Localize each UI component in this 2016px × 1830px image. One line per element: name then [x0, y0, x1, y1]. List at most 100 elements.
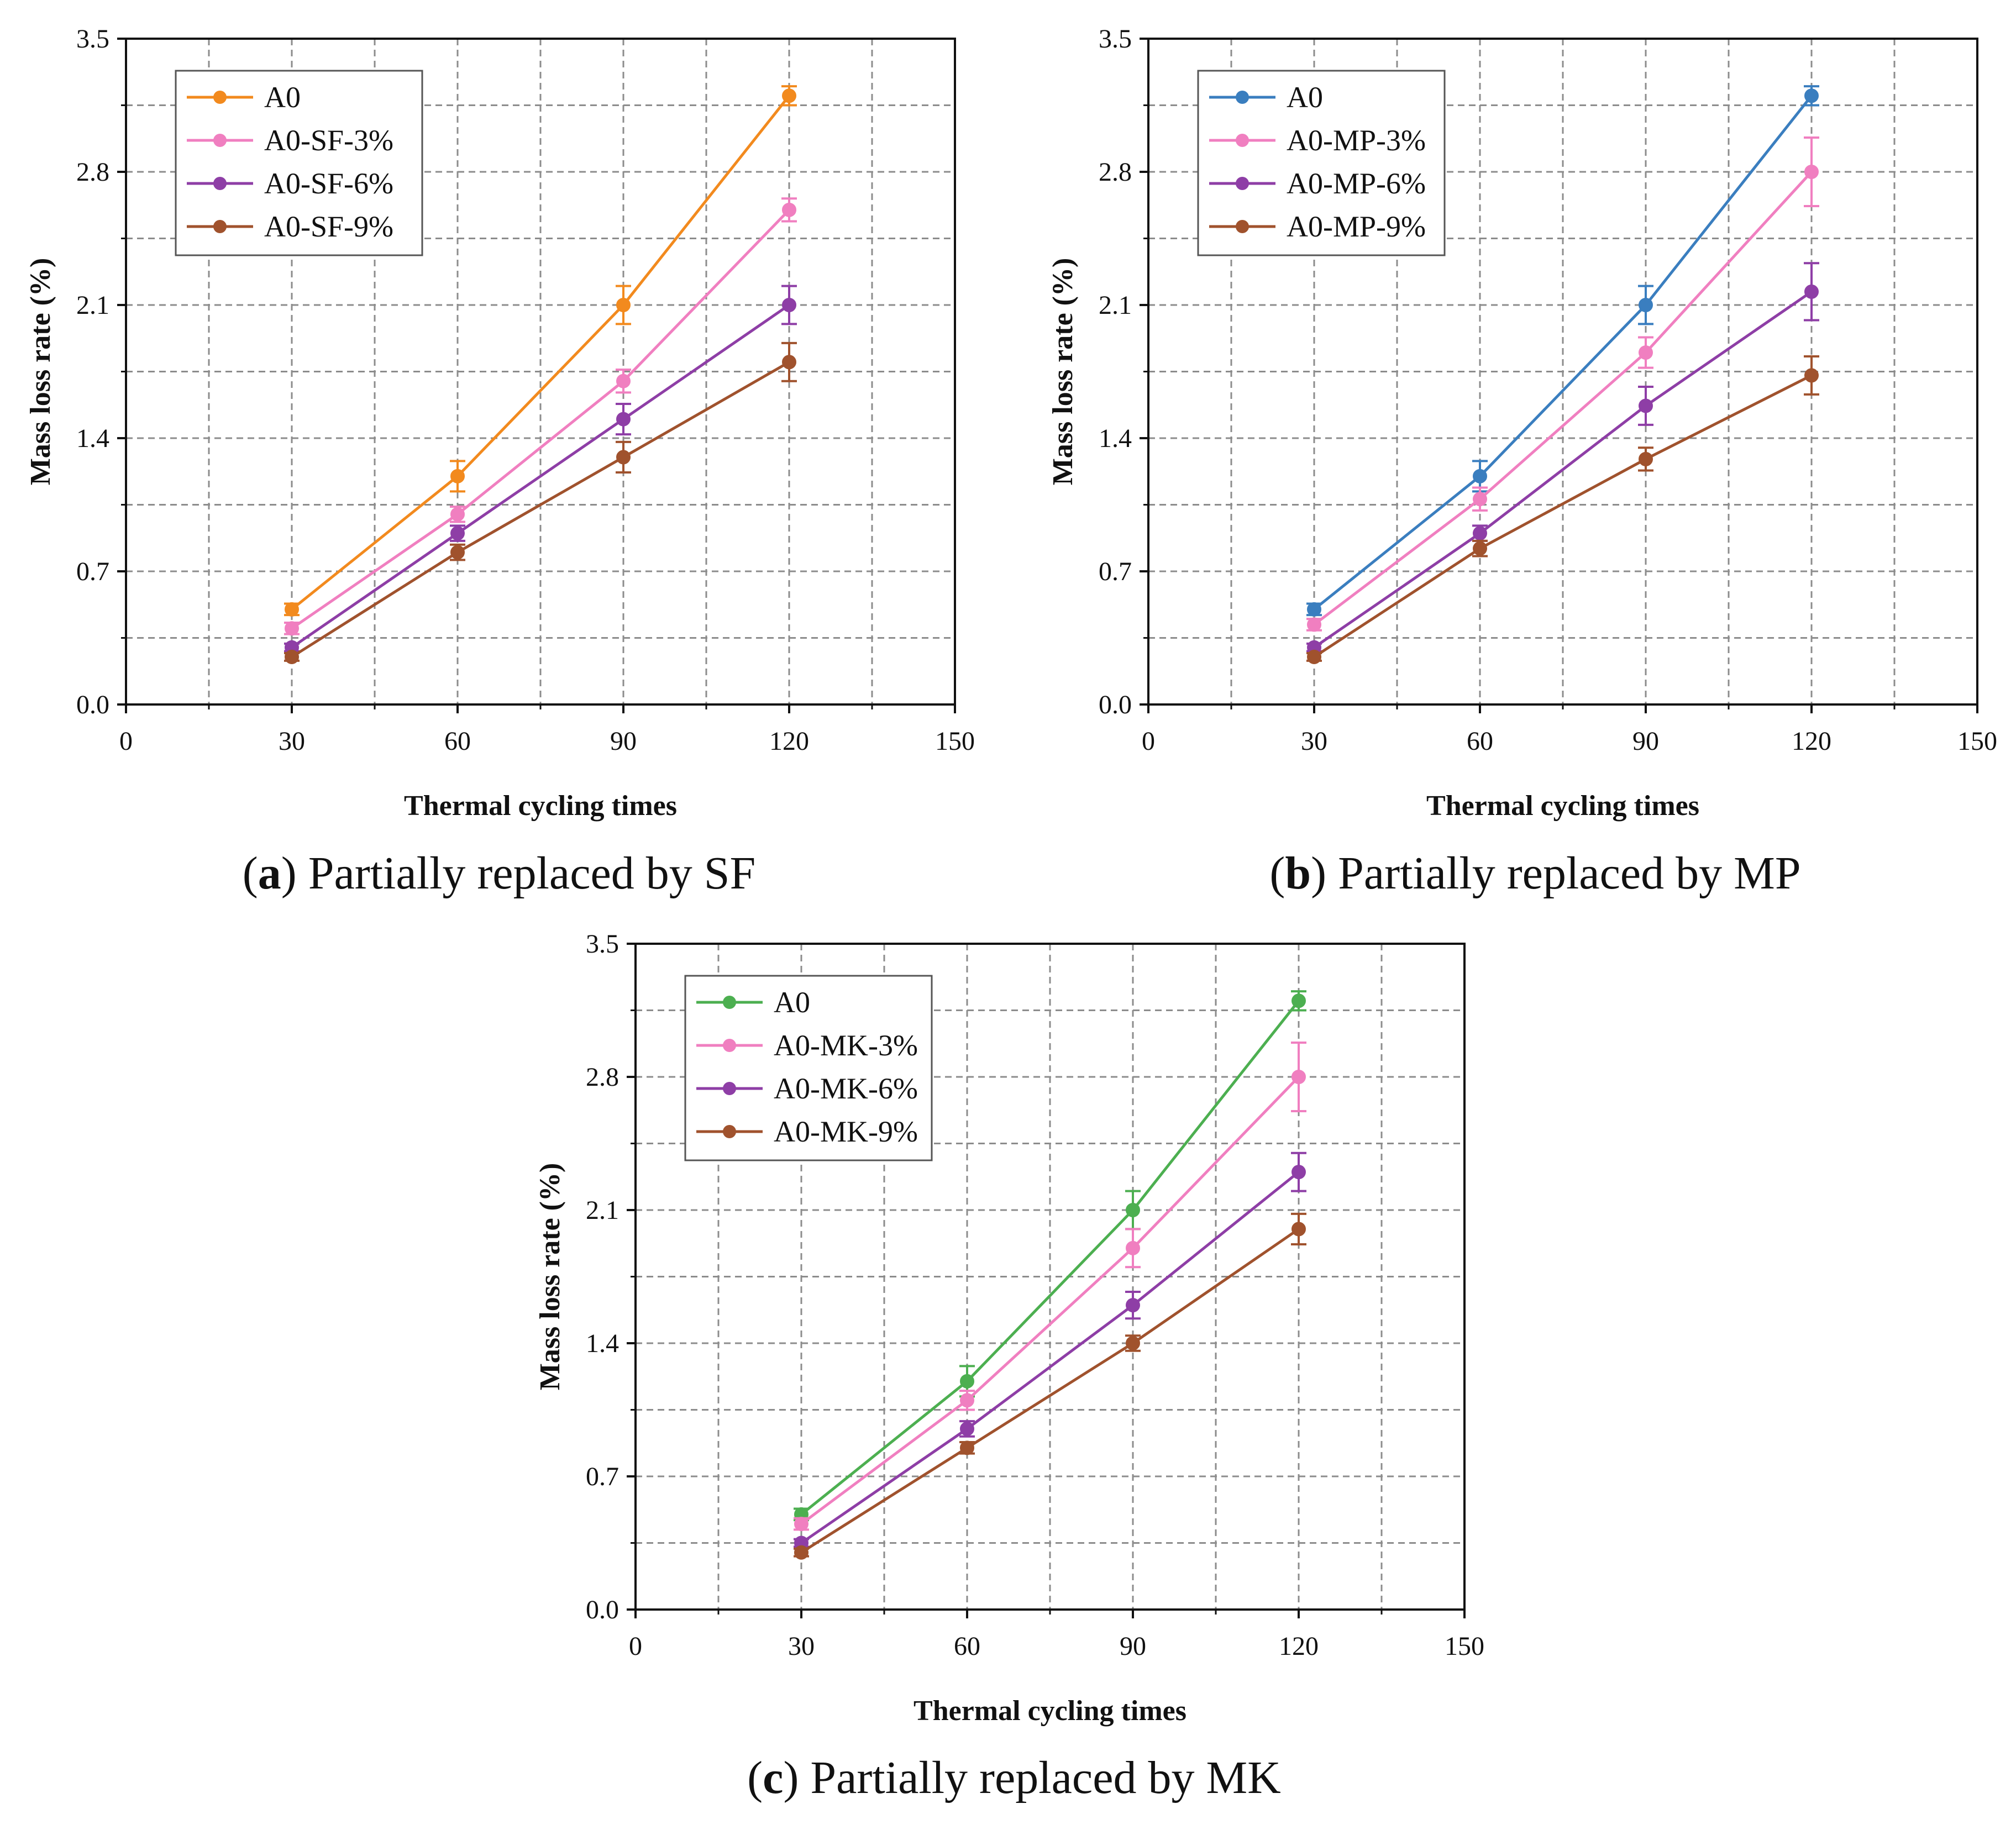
chart-b-data-point [1804, 284, 1819, 299]
chart-b-legend-marker [1236, 134, 1249, 147]
chart-c-legend-label: A0-MK-3% [774, 1029, 918, 1062]
chart-a-data-point [782, 202, 796, 217]
chart-b-y-tick-label: 2.1 [1099, 291, 1132, 320]
chart-a-data-point [450, 507, 465, 522]
chart-c-series-line [800, 1076, 1300, 1526]
chart-a-data-point [616, 412, 631, 427]
chart-b-x-tick-label: 30 [1301, 727, 1327, 756]
chart-b-series-1 [1306, 136, 1819, 632]
chart-c-data-point [960, 1440, 974, 1455]
chart-a-data-point [450, 469, 465, 483]
chart-b-y-tick-label: 0.7 [1099, 557, 1132, 586]
chart-c-legend-label: A0-MK-9% [774, 1115, 918, 1148]
chart-b-data-point [1804, 88, 1819, 103]
chart-b-data-point [1473, 526, 1487, 541]
chart-b-legend-marker [1236, 220, 1249, 233]
caption-c-text: ) Partially replaced by MK [783, 1752, 1280, 1803]
chart-a-gridlines [126, 39, 955, 704]
chart-a-x-tick-label: 60 [444, 727, 471, 756]
chart-c-data-point [1126, 1298, 1140, 1313]
chart-b-x-tick-label: 90 [1632, 727, 1659, 756]
chart-a-data-point [285, 621, 299, 636]
chart-a-series-line [291, 94, 790, 611]
chart-b-data-point [1639, 451, 1653, 466]
chart-b-x-axis-title: Thermal cycling times [1426, 790, 1699, 822]
chart-b-data-point [1639, 398, 1653, 413]
chart-c-y-axis-title: Mass loss rate (%) [534, 1163, 566, 1391]
chart-a-x-axis-title: Thermal cycling times [404, 790, 677, 822]
chart-c-data-point [1292, 993, 1306, 1008]
chart-a-y-tick-label: 1.4 [76, 424, 109, 453]
chart-a-series-line [291, 361, 790, 659]
chart-b-data-point [1307, 617, 1321, 632]
chart-c-legend-marker [723, 1039, 736, 1052]
chart-c-data-point [960, 1393, 974, 1408]
chart-b-x-tick-label: 0 [1142, 727, 1155, 756]
chart-c-series-line [800, 1171, 1300, 1544]
chart-c-y-tick-label: 0.7 [586, 1462, 619, 1491]
chart-c-series-2 [794, 1151, 1306, 1550]
chart-a-x-tick-label: 30 [279, 727, 305, 756]
chart-b-legend-marker [1236, 177, 1249, 190]
chart-a-data-point [285, 649, 299, 664]
chart-c-y-tick-label: 1.4 [586, 1329, 619, 1358]
chart-a-data-point [450, 526, 465, 541]
chart-b-series-line [1313, 94, 1813, 611]
chart-c-data-point [1292, 1222, 1306, 1237]
chart-a-x-tick-label: 90 [610, 727, 637, 756]
chart-a-x-tick-label: 0 [119, 727, 133, 756]
chart-b-data-point [1473, 469, 1487, 483]
chart-b-x-tick-label: 150 [1957, 727, 1997, 756]
chart-c-series-line [800, 1000, 1300, 1516]
chart-c-y-tick-label: 2.1 [586, 1196, 619, 1225]
chart-c-legend-label: A0-MK-6% [774, 1072, 918, 1105]
chart-c-data-point [794, 1517, 809, 1532]
chart-a-series-1 [284, 197, 797, 636]
chart-panel-c: 0 30 60 90 120 150 0.0 0.7 1.4 2.1 2.8 3.5 Thermal c… [534, 929, 1484, 1727]
chart-a-y-axis-title: Mass loss rate (%) [25, 258, 56, 486]
chart-b-series-line [1313, 374, 1813, 659]
chart-c-data-point [960, 1421, 974, 1436]
chart-c-x-tick-label: 0 [629, 1632, 642, 1661]
chart-c-data-point [1126, 1336, 1140, 1350]
chart-panel-b: 0 30 60 90 120 150 0.0 0.7 1.4 2.1 2.8 3.5 Thermal c… [1047, 24, 1997, 822]
chart-c-x-tick-label: 60 [954, 1632, 980, 1661]
chart-a-legend-marker [213, 177, 227, 190]
chart-a-y-tick-label: 2.8 [76, 157, 109, 187]
chart-c-x-tick-label: 30 [788, 1632, 815, 1661]
chart-b-data-point [1804, 165, 1819, 179]
chart-a-legend-marker [213, 134, 227, 147]
chart-b-series-3 [1306, 355, 1819, 664]
chart-b-series-line [1313, 290, 1813, 649]
chart-a-legend-marker [213, 91, 227, 104]
chart-a-data-point [616, 298, 631, 312]
caption-c: (c) Partially replaced by MK [747, 1752, 1281, 1803]
chart-a-legend-label: A0-SF-9% [264, 210, 393, 243]
chart-a-series-0 [284, 85, 797, 617]
chart-a-legend-label: A0-SF-3% [264, 124, 393, 157]
chart-c-x-axis-title: Thermal cycling times [914, 1695, 1186, 1727]
chart-a-y-tick-label: 0.7 [76, 557, 109, 586]
caption-a: (a) Partially replaced by SF [243, 848, 755, 899]
caption-c-letter: c [763, 1752, 783, 1803]
chart-c-series-1 [794, 1042, 1306, 1532]
chart-b-data-point [1307, 649, 1321, 664]
chart-b-series-0 [1306, 85, 1819, 617]
caption-a-letter: a [258, 848, 281, 899]
chart-b-legend-label: A0-MP-9% [1287, 210, 1426, 243]
chart-b-y-tick-label: 2.8 [1099, 157, 1132, 187]
chart-b-gridlines [1148, 39, 1977, 704]
chart-b-legend-label: A0 [1287, 81, 1323, 114]
chart-a-legend-label: A0 [264, 81, 301, 114]
chart-c-data-point [794, 1545, 809, 1560]
chart-c-data-point [1292, 1070, 1306, 1084]
chart-b-y-axis-title: Mass loss rate (%) [1047, 258, 1079, 486]
chart-a-series-3 [284, 341, 797, 664]
chart-c-series-line [800, 1228, 1300, 1554]
chart-b-y-tick-label: 3.5 [1099, 24, 1132, 54]
chart-c-legend: A0 A0-MK-3% A0-MK-6% A0-MK-9% [684, 975, 933, 1161]
chart-c-legend-marker [723, 1125, 736, 1138]
chart-b-x-tick-label: 120 [1792, 727, 1831, 756]
chart-c-x-tick-label: 90 [1120, 1632, 1146, 1661]
